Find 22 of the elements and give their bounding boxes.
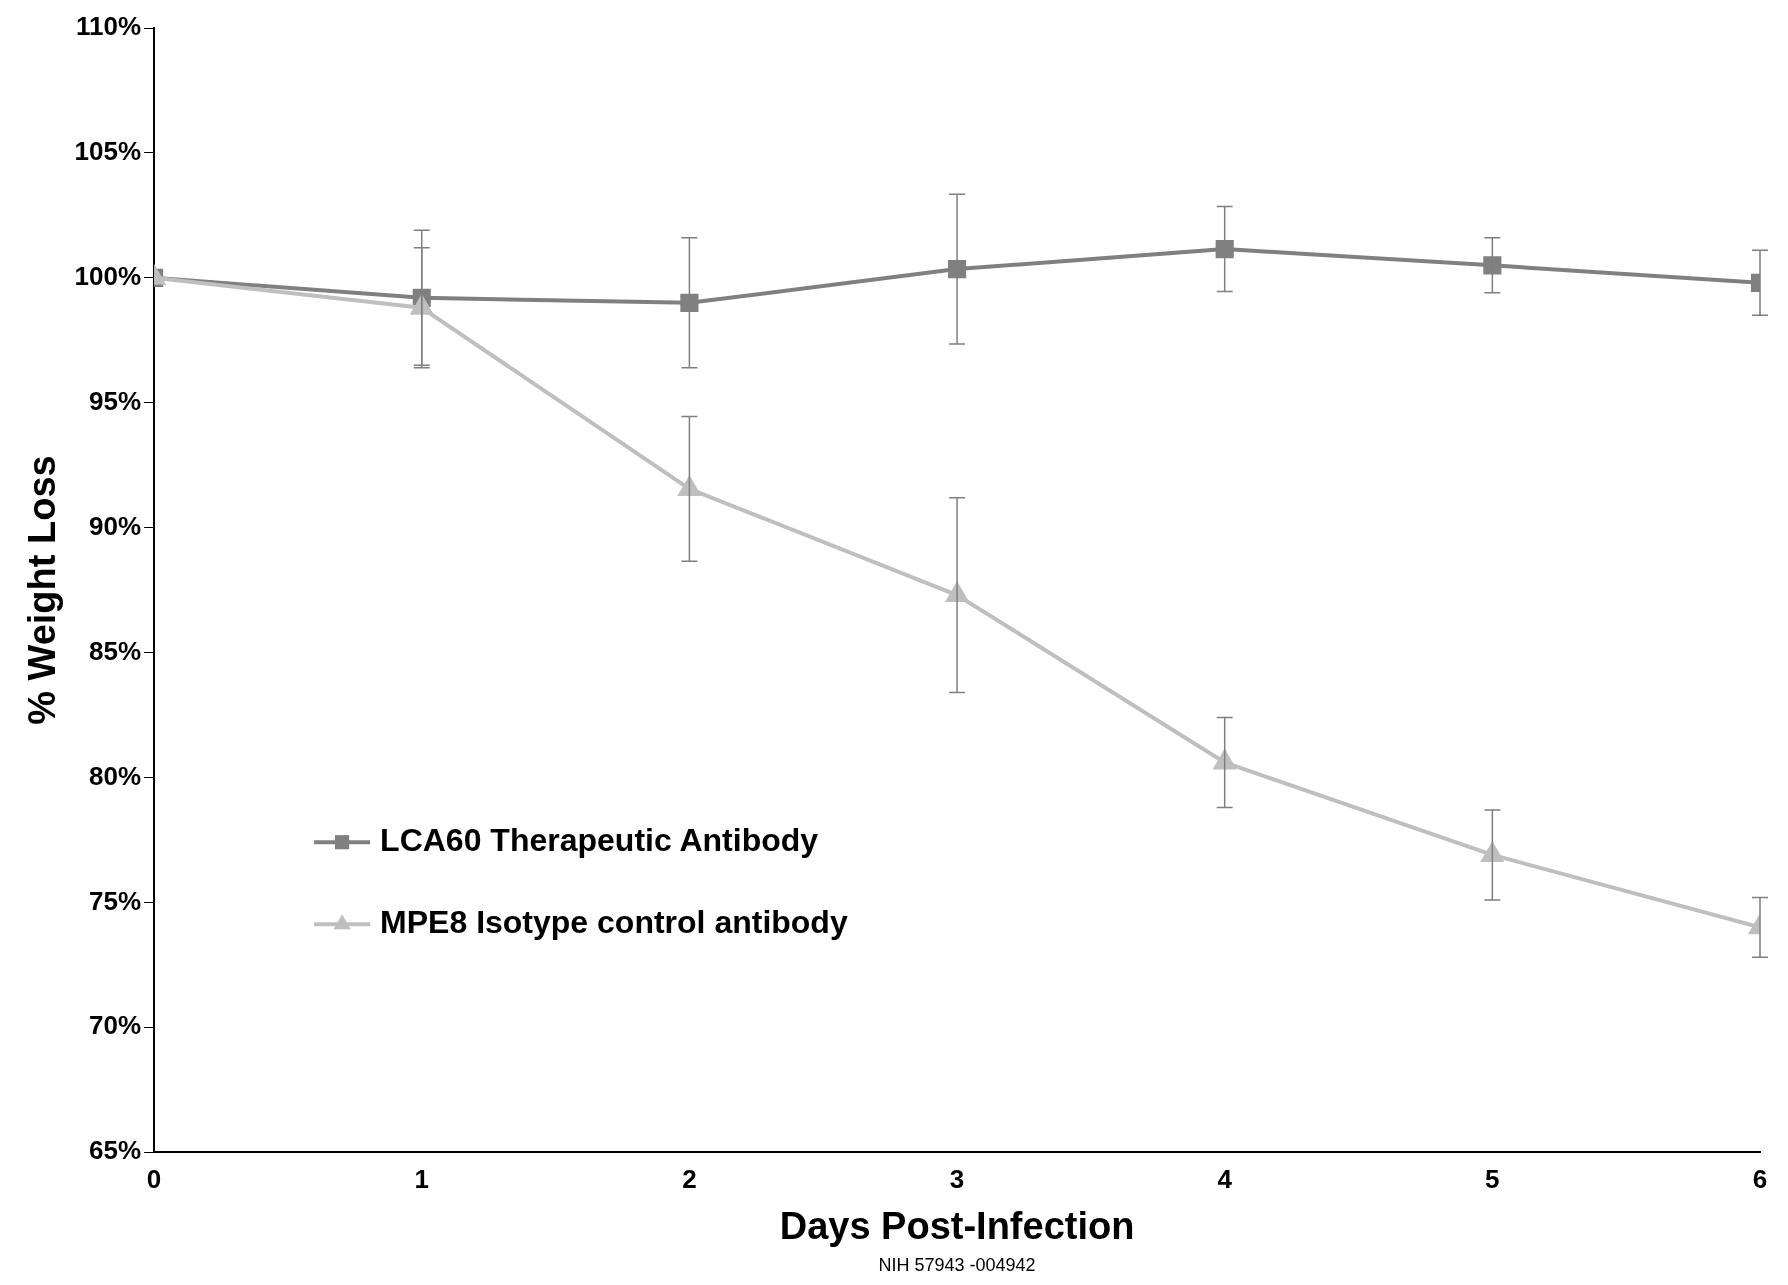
text: NIH 57943 -004942	[878, 1254, 1036, 1275]
x-tick-label: 3	[949, 1163, 965, 1194]
y-tick-label: 85%	[89, 635, 142, 666]
y-tick-label: 80%	[89, 760, 142, 791]
x-tick-label: 5	[1485, 1163, 1500, 1194]
y-tick-label: 95%	[89, 385, 142, 416]
y-tick-label: 90%	[89, 510, 142, 541]
x-axis-title: Days Post-Infection	[779, 1204, 1135, 1247]
legend-label: LCA60 Therapeutic Antibody	[380, 822, 819, 859]
x-tick-label: 0	[146, 1163, 162, 1194]
x-tick-label: 6	[1752, 1163, 1768, 1194]
y-tick-label: 65%	[89, 1135, 142, 1166]
y-tick-label: 70%	[89, 1010, 142, 1041]
y-tick-label: 100%	[74, 260, 142, 291]
legend-label: MPE8 Isotype control antibody	[380, 904, 848, 941]
y-tick-label: 75%	[89, 885, 142, 916]
y-axis-title: % Weight Loss	[21, 455, 64, 725]
x-tick-label: 2	[682, 1163, 697, 1194]
y-tick-label: 105%	[74, 136, 142, 167]
y-tick-label: 110%	[76, 11, 142, 42]
x-tick-label: 4	[1217, 1163, 1233, 1194]
x-tick-label: 1	[414, 1163, 429, 1194]
